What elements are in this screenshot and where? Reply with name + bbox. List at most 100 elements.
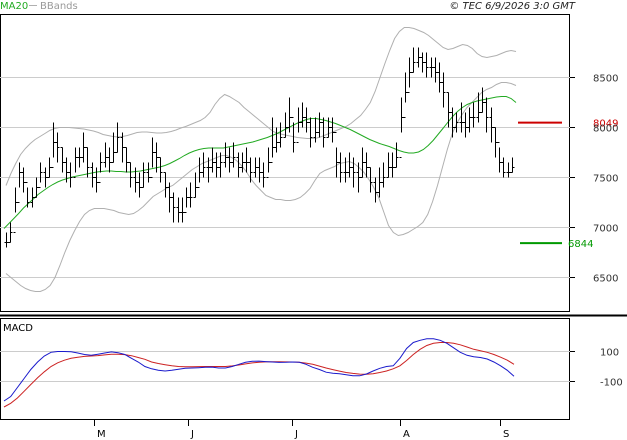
price-bar (326, 117, 331, 138)
price-bar (270, 117, 275, 163)
price-bar (291, 117, 296, 153)
price-bar (467, 107, 472, 133)
price-bar (411, 47, 416, 73)
price-bar (506, 162, 511, 178)
legend-bbands: BBands (40, 1, 78, 12)
price-bar (330, 117, 335, 143)
price-bar (437, 62, 442, 93)
price-bar (394, 142, 399, 168)
price-bar (441, 72, 446, 108)
price-bar (454, 112, 459, 133)
price-bar (501, 157, 506, 178)
copyright-timestamp: © TEC 6/9/2026 3:0 GMT (449, 1, 576, 12)
price-bar (103, 142, 108, 168)
x-tick-label: M (97, 429, 106, 440)
x-tick-label: J (294, 429, 298, 440)
price-bar (360, 147, 365, 178)
price-bar (43, 167, 48, 188)
price-bar (476, 92, 481, 123)
price-bar (493, 127, 498, 158)
price-bar (133, 167, 138, 193)
price-bar (30, 187, 35, 208)
price-bar (107, 147, 112, 173)
price-bar (429, 57, 434, 78)
price-bar (368, 167, 373, 193)
price-bar (347, 152, 352, 178)
x-tick-label: S (503, 429, 509, 440)
price-bar (73, 147, 78, 178)
price-bar (334, 132, 339, 178)
price-bar (484, 97, 489, 133)
price-bar (510, 157, 515, 173)
macd-panel (0, 318, 570, 420)
price-bar (450, 107, 455, 138)
macd-line (3, 338, 515, 402)
price-bar (120, 132, 125, 163)
price-bar (188, 182, 193, 208)
price-bar (231, 142, 236, 168)
x-tick-label: J (190, 429, 194, 440)
price-bar (21, 167, 26, 193)
price-bar (390, 152, 395, 178)
price-bar (497, 142, 502, 173)
price-bar (81, 132, 86, 163)
price-bar (210, 147, 215, 173)
price-bar (214, 152, 219, 178)
bbands-lower-line (5, 82, 517, 292)
price-bar (227, 147, 232, 173)
price-bar (163, 172, 168, 198)
price-bar (364, 152, 369, 178)
price-bar (433, 57, 438, 83)
price-bar (218, 152, 223, 178)
support-label: 6844 (568, 239, 593, 250)
price-bar (420, 52, 425, 73)
price-bar (377, 167, 382, 198)
macd-tick-label: -100 (600, 378, 623, 389)
price-bar (424, 52, 429, 78)
price-bar (55, 132, 60, 163)
price-bar (240, 152, 245, 173)
price-bar (193, 172, 198, 198)
price-bar (158, 157, 163, 183)
price-bar (489, 107, 494, 143)
price-bar (459, 102, 464, 133)
price-bar (94, 167, 99, 193)
legend-ma20: MA20 (0, 1, 28, 12)
price-bar (60, 147, 65, 173)
price-bar (287, 97, 292, 133)
price-bar (8, 222, 13, 243)
price-bar (248, 157, 253, 183)
price-bar (253, 157, 258, 178)
price-bar (180, 197, 185, 223)
price-bar (446, 92, 451, 128)
price-bar (150, 137, 155, 178)
price-bar (257, 157, 262, 183)
price-bar (38, 162, 43, 188)
price-bar (386, 152, 391, 178)
price-bar (111, 132, 116, 163)
x-tick-label: A (403, 429, 410, 440)
bbands-upper-line (5, 27, 517, 186)
price-bar (296, 107, 301, 143)
price-bar (124, 147, 129, 173)
price-panel (0, 14, 570, 312)
price-bar (304, 107, 309, 133)
price-bar (480, 87, 485, 113)
price-bar (64, 157, 69, 183)
price-bar (351, 157, 356, 188)
price-bar (261, 162, 266, 188)
price-bar (300, 102, 305, 128)
price-bar (128, 162, 133, 188)
price-bar (115, 122, 120, 153)
price-bar (154, 142, 159, 173)
price-bar (146, 162, 151, 183)
price-bar (13, 187, 18, 233)
price-bar (416, 47, 421, 68)
price-bar (283, 112, 288, 138)
price-bar (25, 182, 30, 208)
price-bar (313, 117, 318, 143)
price-bar (184, 187, 189, 213)
price-bar (308, 117, 313, 148)
price-bar (206, 157, 211, 183)
